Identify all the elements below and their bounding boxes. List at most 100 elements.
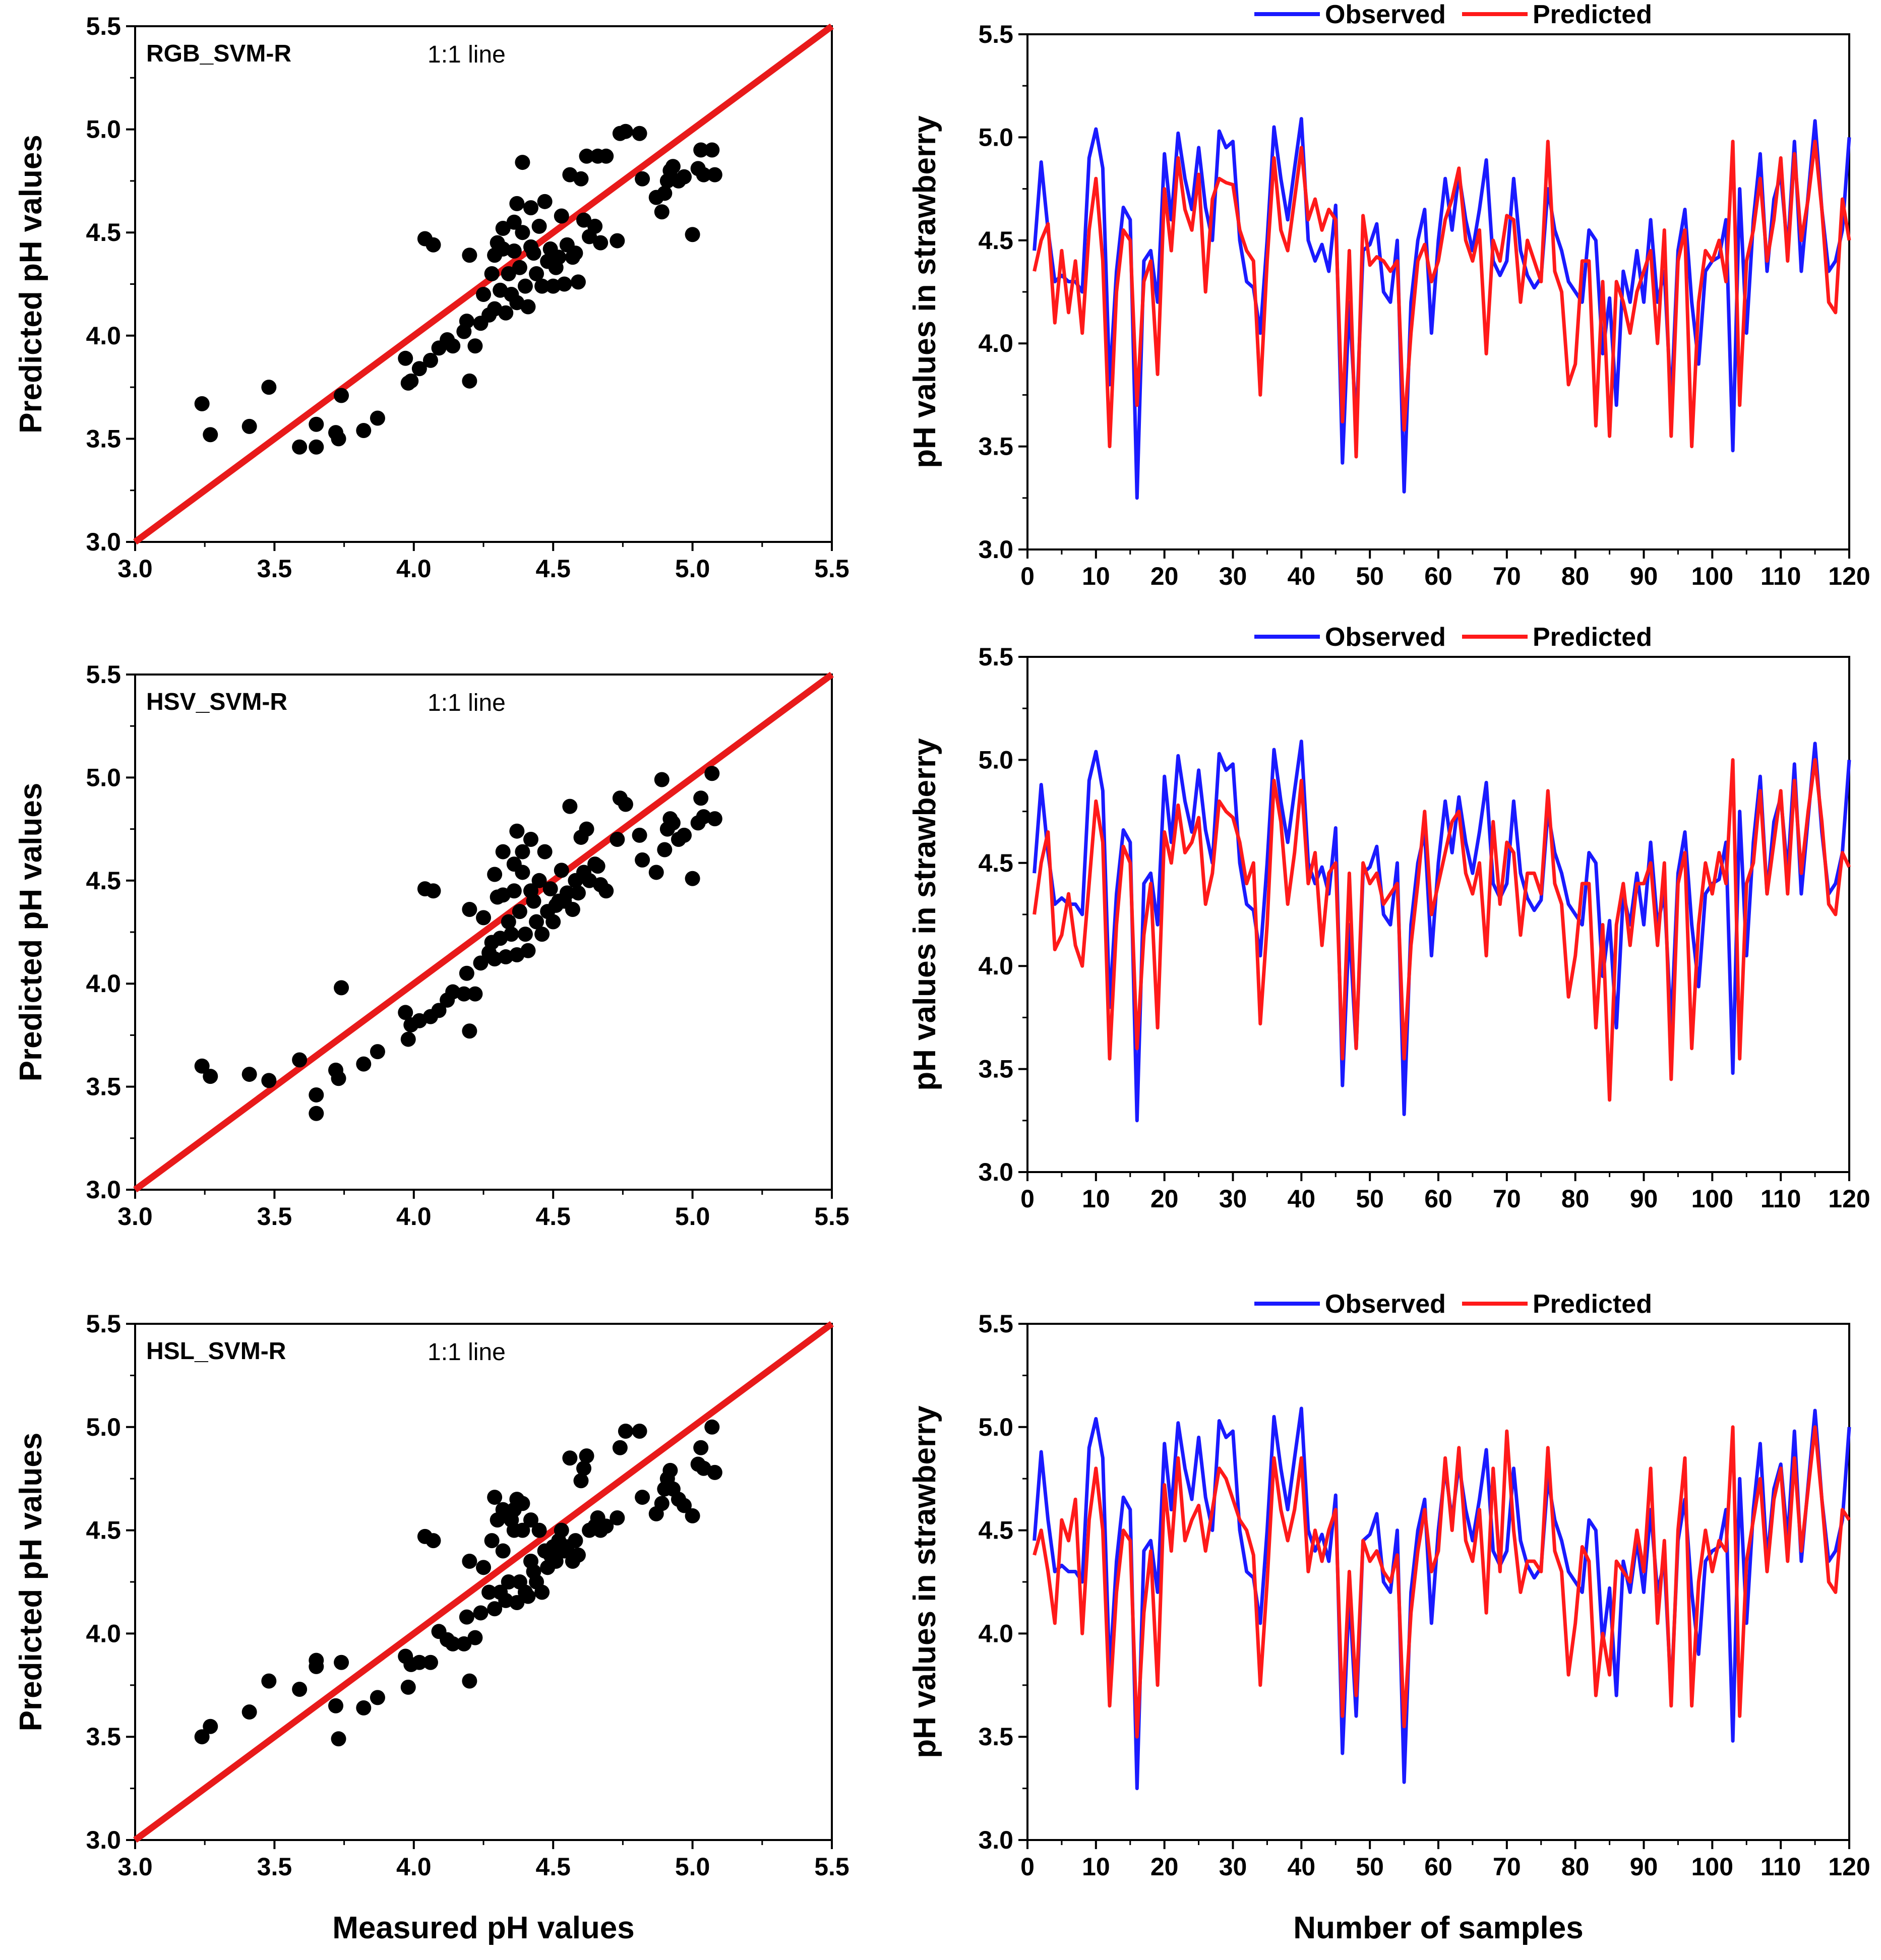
- x-tick-label: 3.0: [117, 1853, 153, 1881]
- data-point: [309, 1087, 324, 1102]
- line-panel-5: 0 10 20 30 40 50 60 70 80 90 100 110 120 3.0 3.5 4.0 4.5…: [907, 1290, 1870, 1945]
- data-point: [685, 227, 700, 242]
- data-point: [517, 278, 533, 294]
- reference-line-label: 1:1 line: [428, 690, 506, 716]
- data-point: [487, 951, 503, 967]
- x-tick-label: 90: [1630, 1853, 1658, 1881]
- data-point: [565, 902, 580, 917]
- y-tick-label: 3.0: [86, 1176, 121, 1204]
- observed-series-line: [1033, 117, 1851, 500]
- data-point: [515, 225, 530, 240]
- x-tick-label: 40: [1288, 562, 1316, 590]
- x-tick-label: 4.5: [535, 1202, 571, 1231]
- data-point: [498, 1592, 514, 1608]
- data-point: [648, 865, 664, 880]
- data-point: [554, 863, 569, 878]
- y-tick-label: 5.0: [978, 1413, 1013, 1441]
- data-point: [292, 439, 308, 455]
- data-point: [445, 984, 461, 1000]
- data-point: [426, 237, 441, 253]
- x-axis-title: Number of samples: [1293, 1911, 1583, 1945]
- data-point: [618, 124, 633, 139]
- x-tick-label: 40: [1288, 1853, 1316, 1881]
- y-tick-label: 3.5: [978, 433, 1013, 461]
- x-tick-label: 10: [1082, 1853, 1110, 1881]
- y-tick-label: 5.5: [978, 20, 1013, 48]
- data-point: [261, 1673, 277, 1689]
- data-point: [542, 881, 558, 897]
- data-point: [356, 1056, 372, 1072]
- x-tick-label: 0: [1020, 1185, 1035, 1213]
- data-point: [400, 1679, 416, 1695]
- x-tick-label: 5.0: [675, 555, 710, 583]
- y-tick-label: 4.0: [978, 952, 1013, 980]
- y-tick-label: 4.5: [978, 226, 1013, 255]
- y-tick-label: 5.5: [86, 12, 121, 40]
- data-point: [693, 142, 709, 158]
- x-tick-label: 20: [1150, 1185, 1179, 1213]
- data-point: [537, 844, 553, 860]
- data-point: [309, 416, 324, 432]
- data-point: [531, 873, 547, 888]
- x-tick-label: 4.0: [396, 1853, 432, 1881]
- data-point: [495, 241, 511, 257]
- data-point: [635, 852, 650, 868]
- data-point: [635, 1490, 650, 1505]
- data-point: [576, 1460, 592, 1476]
- data-point: [462, 1023, 477, 1039]
- x-tick-label: 120: [1828, 562, 1870, 590]
- data-point: [662, 1462, 678, 1478]
- data-point: [309, 1652, 324, 1668]
- data-point: [515, 865, 530, 880]
- data-point: [476, 286, 491, 302]
- x-tick-label: 3.0: [117, 1202, 153, 1231]
- data-point: [512, 260, 527, 275]
- reference-line-label: 1:1 line: [428, 41, 506, 68]
- data-point: [456, 1636, 472, 1651]
- data-point: [657, 186, 673, 201]
- data-point: [568, 246, 583, 261]
- data-point: [370, 410, 385, 426]
- data-point: [632, 126, 647, 141]
- legend-predicted-label: Predicted: [1533, 1290, 1652, 1319]
- data-point: [473, 955, 489, 971]
- data-point: [459, 314, 474, 329]
- x-tick-label: 4.0: [396, 555, 432, 583]
- data-point: [467, 986, 483, 1002]
- data-point: [529, 266, 544, 282]
- y-tick-label: 5.5: [978, 643, 1013, 671]
- x-tick-label: 120: [1828, 1185, 1870, 1213]
- x-tick-label: 5.0: [675, 1202, 710, 1231]
- y-tick-label: 4.0: [86, 322, 121, 350]
- data-point: [506, 214, 522, 230]
- data-point: [309, 1106, 324, 1121]
- data-point: [520, 299, 536, 315]
- data-point: [506, 243, 522, 259]
- data-point: [707, 811, 722, 827]
- data-point: [696, 167, 711, 182]
- data-point: [445, 338, 461, 354]
- x-tick-label: 80: [1561, 1185, 1590, 1213]
- data-point: [261, 380, 277, 395]
- data-point: [693, 790, 709, 806]
- data-point: [534, 927, 550, 942]
- data-point: [292, 1681, 308, 1697]
- data-point: [309, 439, 324, 455]
- data-point: [194, 1729, 210, 1745]
- x-tick-label: 100: [1691, 562, 1733, 590]
- data-point: [509, 1595, 525, 1610]
- data-point: [512, 904, 527, 920]
- data-point: [554, 208, 569, 224]
- x-tick-label: 30: [1219, 562, 1247, 590]
- data-point: [523, 200, 538, 216]
- data-point: [587, 218, 603, 234]
- data-point: [467, 338, 483, 354]
- data-point: [707, 167, 722, 182]
- x-tick-label: 70: [1493, 562, 1521, 590]
- data-point: [495, 221, 511, 236]
- data-point: [520, 1588, 536, 1604]
- x-tick-label: 4.5: [535, 1853, 571, 1881]
- data-point: [459, 965, 474, 981]
- data-point: [370, 1690, 385, 1705]
- data-point: [261, 1073, 277, 1088]
